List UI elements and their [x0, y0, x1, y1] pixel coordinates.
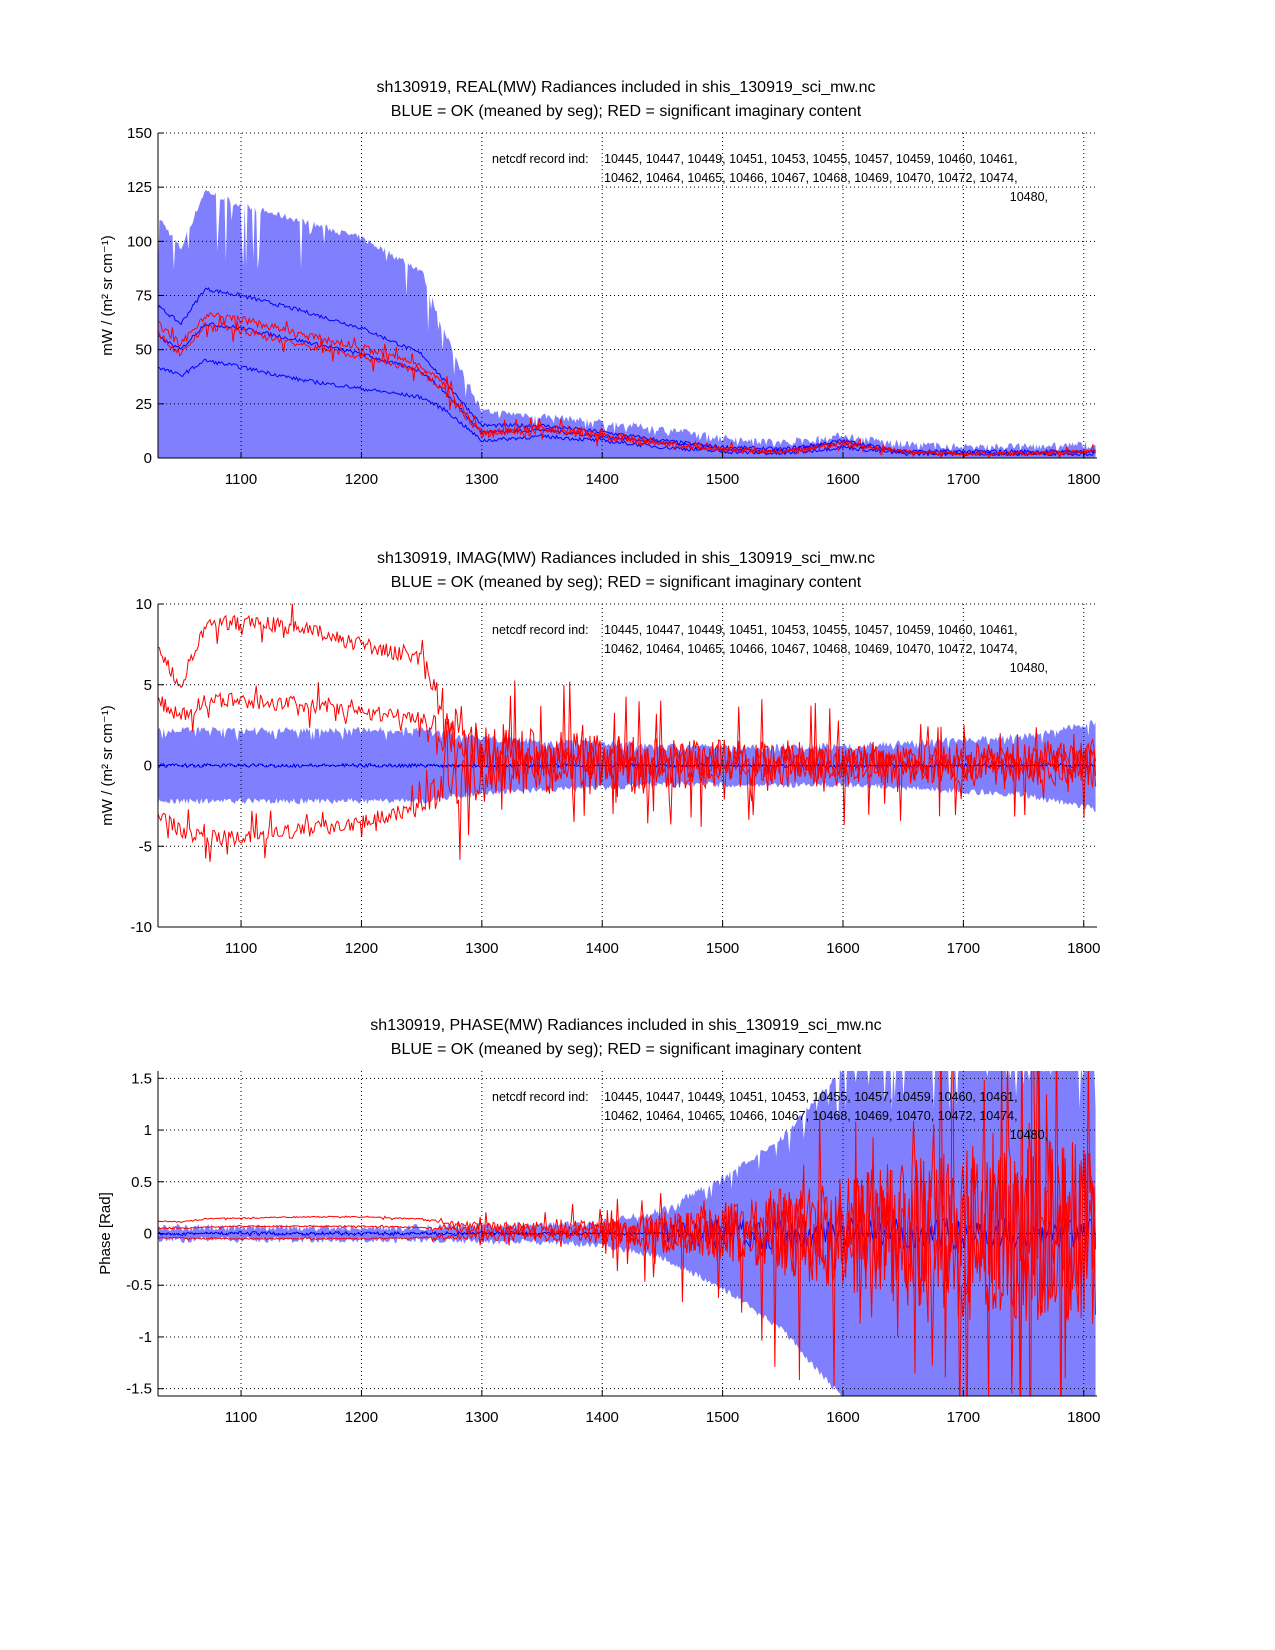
x-tick-label: 1100 [225, 940, 257, 957]
annotation-line-2: 10462, 10464, 10465, 10466, 10467, 10468… [604, 642, 1018, 656]
red-line-2 [158, 315, 1096, 458]
x-tick-label: 1800 [1067, 471, 1100, 488]
x-tick-label: 1700 [947, 940, 980, 957]
x-tick-label: 1300 [465, 471, 498, 488]
y-axis-label: mW / (m² sr cm⁻¹) [99, 705, 116, 825]
y-tick-label: 1 [144, 1122, 152, 1139]
blue-mean-line-3 [158, 358, 1096, 457]
x-tick-label: 1200 [345, 471, 378, 488]
y-tick-label: 1.5 [131, 1070, 152, 1087]
y-tick-label: 25 [135, 396, 152, 413]
annotation-label: netcdf record ind: [492, 152, 589, 166]
annotation-label: netcdf record ind: [492, 1090, 589, 1104]
x-tick-label: 1400 [586, 1409, 619, 1426]
y-tick-label: 0 [144, 758, 152, 775]
y-tick-label: 150 [127, 125, 152, 142]
red-line-3 [158, 705, 1097, 862]
y-tick-label: 0 [144, 1226, 152, 1243]
y-tick-label: -0.5 [126, 1277, 152, 1294]
y-tick-label: 100 [127, 233, 152, 250]
annotation-label: netcdf record ind: [492, 623, 589, 637]
chart-subtitle: BLUE = OK (meaned by seg); RED = signifi… [391, 574, 862, 591]
y-axis-label: mW / (m² sr cm⁻¹) [99, 235, 116, 355]
chart-title: sh130919, IMAG(MW) Radiances included in… [377, 550, 875, 567]
x-tick-label: 1700 [947, 471, 980, 488]
annotation-line-3: 10480, [1010, 190, 1048, 204]
y-tick-label: 0 [144, 450, 152, 467]
chart-subtitle: BLUE = OK (meaned by seg); RED = signifi… [391, 1041, 862, 1058]
blue-envelope-area [158, 189, 1096, 458]
annotation-line-2: 10462, 10464, 10465, 10466, 10467, 10468… [604, 171, 1018, 185]
annotation-line-1: 10445, 10447, 10449, 10451, 10453, 10455… [604, 1090, 1018, 1104]
x-tick-label: 1600 [826, 471, 859, 488]
y-tick-label: -1 [139, 1329, 152, 1346]
chart-title: sh130919, PHASE(MW) Radiances included i… [370, 1017, 881, 1034]
x-tick-label: 1300 [465, 940, 498, 957]
y-tick-label: -5 [139, 838, 152, 855]
x-tick-label: 1700 [947, 1409, 980, 1426]
x-tick-label: 1100 [225, 1409, 257, 1426]
annotation-line-1: 10445, 10447, 10449, 10451, 10453, 10455… [604, 152, 1018, 166]
x-tick-label: 1600 [826, 940, 859, 957]
panel-3: 1100 1200 1300 1400 1500 1600 1700 1800 -1.5 -1 -0… [97, 1017, 1100, 1426]
annotation-line-3: 10480, [1010, 661, 1048, 675]
x-tick-label: 1400 [586, 471, 619, 488]
x-tick-label: 1800 [1067, 1409, 1100, 1426]
y-tick-label: 75 [135, 288, 152, 305]
y-tick-label: -1.5 [126, 1381, 152, 1398]
annotation-line-1: 10445, 10447, 10449, 10451, 10453, 10455… [604, 623, 1018, 637]
panel-1: 1100 1200 1300 1400 1500 1600 1700 1800 0 25 50 75 1… [99, 79, 1100, 488]
annotation-line-3: 10480, [1010, 1128, 1048, 1142]
chart-title: sh130919, REAL(MW) Radiances included in… [377, 79, 876, 96]
x-tick-label: 1300 [465, 1409, 498, 1426]
y-tick-label: 5 [144, 677, 152, 694]
y-tick-label: 0.5 [131, 1174, 152, 1191]
x-tick-label: 1200 [345, 940, 378, 957]
plot-area [158, 189, 1096, 458]
y-tick-label: 50 [135, 342, 152, 359]
x-tick-label: 1100 [225, 471, 257, 488]
x-tick-label: 1500 [706, 471, 739, 488]
chart-subtitle: BLUE = OK (meaned by seg); RED = signifi… [391, 103, 862, 120]
y-tick-label: -10 [130, 919, 152, 936]
red-line-1 [158, 604, 1097, 818]
x-tick-label: 1400 [586, 940, 619, 957]
x-tick-label: 1500 [706, 940, 739, 957]
y-tick-label: 125 [127, 179, 152, 196]
x-tick-label: 1600 [826, 1409, 859, 1426]
x-tick-label: 1200 [345, 1409, 378, 1426]
y-axis-label: Phase [Rad] [97, 1192, 114, 1275]
panel-2: 1100 1200 1300 1400 1500 1600 1700 1800 -10 -5 0 5 1… [99, 550, 1100, 957]
red-line-3 [158, 1071, 1097, 1367]
annotation-line-2: 10462, 10464, 10465, 10466, 10467, 10468… [604, 1109, 1018, 1123]
x-tick-label: 1500 [706, 1409, 739, 1426]
y-tick-label: 10 [135, 596, 152, 613]
x-tick-label: 1800 [1067, 940, 1100, 957]
